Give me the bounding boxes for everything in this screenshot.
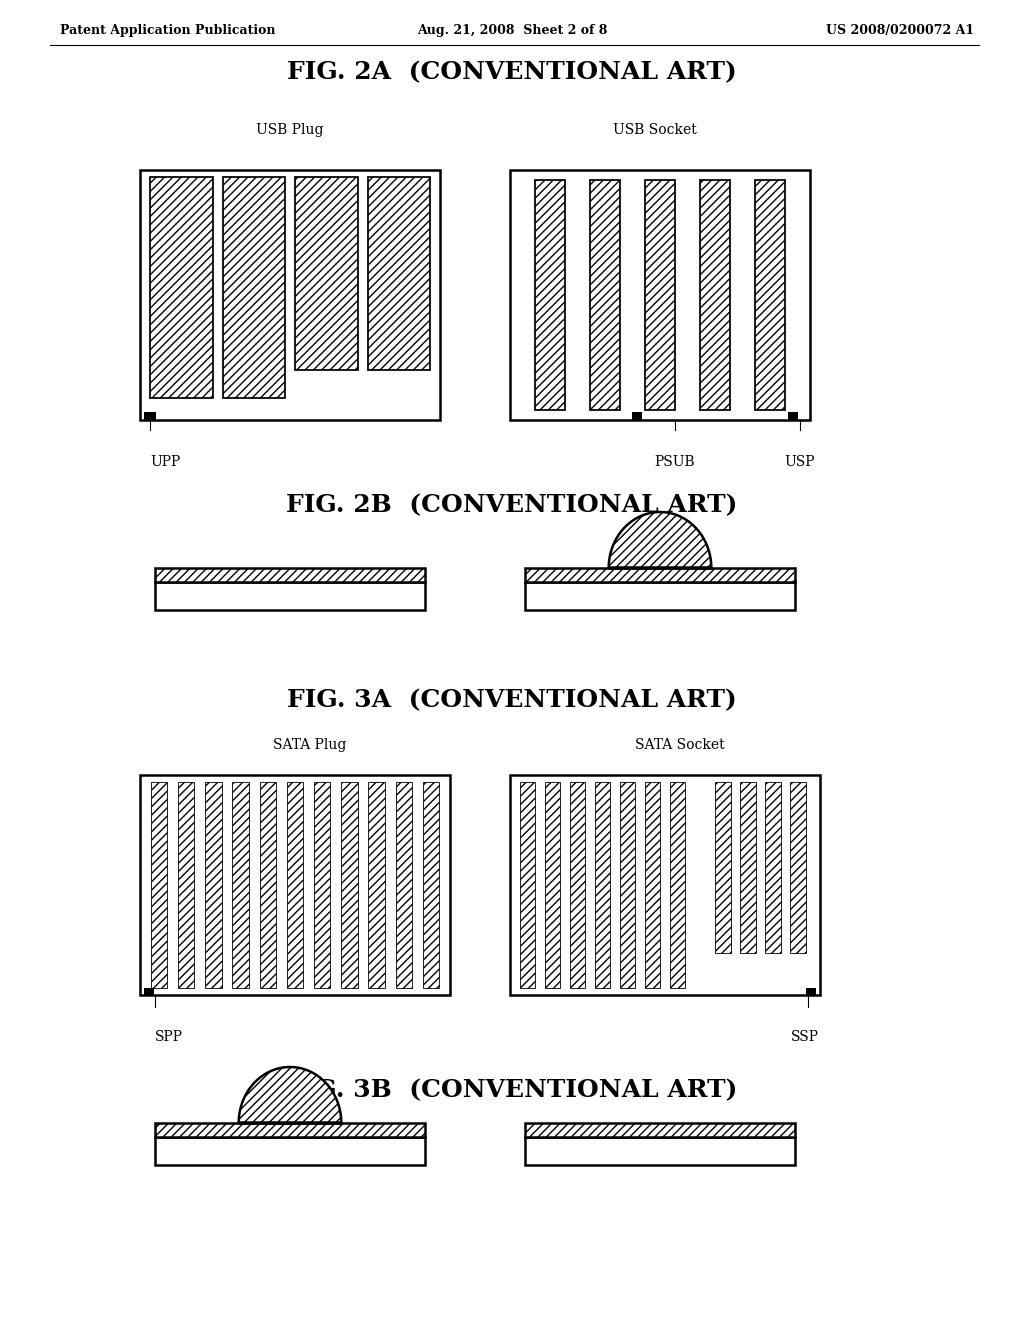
Bar (205, 781, 221, 987)
Bar (645, 781, 660, 987)
Bar (314, 781, 331, 987)
Text: FIG. 2A  (CONVENTIONAL ART): FIG. 2A (CONVENTIONAL ART) (287, 59, 737, 84)
Bar (670, 781, 685, 987)
Text: Aug. 21, 2008  Sheet 2 of 8: Aug. 21, 2008 Sheet 2 of 8 (417, 24, 607, 37)
Bar (368, 177, 430, 370)
Text: SSP: SSP (791, 1030, 819, 1044)
Text: US 2008/0200072 A1: US 2008/0200072 A1 (826, 24, 974, 37)
Text: Patent Application Publication: Patent Application Publication (60, 24, 275, 37)
Bar (144, 987, 154, 995)
Bar (510, 775, 820, 995)
Bar (510, 170, 810, 420)
Bar (155, 1137, 425, 1166)
Text: FIG. 2B  (CONVENTIONAL ART): FIG. 2B (CONVENTIONAL ART) (287, 492, 737, 517)
Bar (525, 1123, 795, 1137)
Bar (260, 781, 276, 987)
Text: USB Plug: USB Plug (256, 123, 324, 137)
Bar (151, 781, 167, 987)
Text: FIG. 3B  (CONVENTIONAL ART): FIG. 3B (CONVENTIONAL ART) (287, 1078, 737, 1102)
Bar (590, 180, 620, 411)
Bar (633, 412, 642, 420)
Text: USP: USP (784, 455, 815, 469)
Bar (520, 781, 536, 987)
Bar (295, 177, 357, 370)
Bar (232, 781, 249, 987)
Bar (341, 781, 357, 987)
Bar (140, 775, 450, 995)
Bar (755, 180, 785, 411)
Bar (525, 1137, 795, 1166)
Bar (535, 180, 565, 411)
Text: SATA Socket: SATA Socket (635, 738, 725, 752)
Bar (806, 987, 816, 995)
Bar (222, 177, 285, 399)
Bar (423, 781, 439, 987)
Bar (155, 568, 425, 582)
Bar (155, 1123, 425, 1137)
Bar (155, 582, 425, 610)
Bar (787, 412, 798, 420)
Text: USB Socket: USB Socket (613, 123, 697, 137)
Bar (715, 781, 730, 953)
Polygon shape (608, 512, 712, 568)
Bar (150, 177, 213, 399)
Bar (140, 170, 440, 420)
Text: PSUB: PSUB (654, 455, 695, 469)
Bar (620, 781, 636, 987)
Bar (595, 781, 610, 987)
Bar (545, 781, 560, 987)
Bar (525, 568, 795, 582)
Bar (700, 180, 730, 411)
Text: SATA Plug: SATA Plug (273, 738, 347, 752)
Bar (790, 781, 806, 953)
Bar (178, 781, 195, 987)
Bar (645, 180, 675, 411)
Bar (395, 781, 412, 987)
Text: SPP: SPP (155, 1030, 183, 1044)
Text: FIG. 3A  (CONVENTIONAL ART): FIG. 3A (CONVENTIONAL ART) (287, 688, 737, 711)
Bar (144, 412, 156, 420)
Bar (765, 781, 780, 953)
Bar (287, 781, 303, 987)
Bar (525, 582, 795, 610)
Bar (570, 781, 586, 987)
Text: UPP: UPP (150, 455, 180, 469)
Bar (369, 781, 385, 987)
Bar (740, 781, 756, 953)
Polygon shape (239, 1067, 341, 1123)
